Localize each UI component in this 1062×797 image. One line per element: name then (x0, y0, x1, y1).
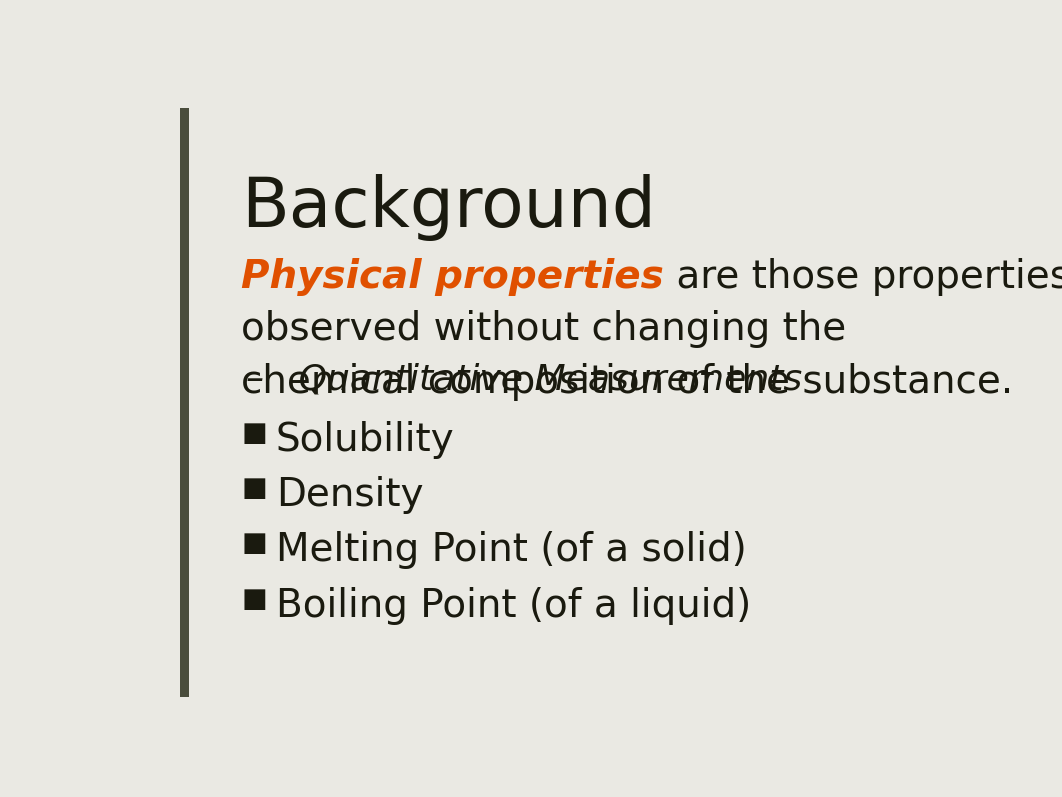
Text: observed without changing the: observed without changing the (241, 310, 846, 348)
Text: are those properties: are those properties (664, 258, 1062, 296)
Text: Melting Point (of a solid): Melting Point (of a solid) (276, 532, 747, 569)
Text: ■: ■ (241, 587, 268, 613)
Text: Solubility: Solubility (276, 421, 455, 459)
Bar (181, 108, 189, 697)
Text: Boiling Point (of a liquid): Boiling Point (of a liquid) (276, 587, 751, 625)
Text: –   Quantitative Measurements: – Quantitative Measurements (245, 363, 802, 397)
Text: ■: ■ (241, 532, 268, 557)
Text: Background: Background (241, 175, 656, 241)
Text: ■: ■ (241, 476, 268, 502)
Text: chemical composition of the substance.: chemical composition of the substance. (241, 363, 1013, 401)
Text: ■: ■ (241, 421, 268, 447)
Text: Density: Density (276, 476, 424, 514)
Text: Physical properties: Physical properties (241, 258, 664, 296)
